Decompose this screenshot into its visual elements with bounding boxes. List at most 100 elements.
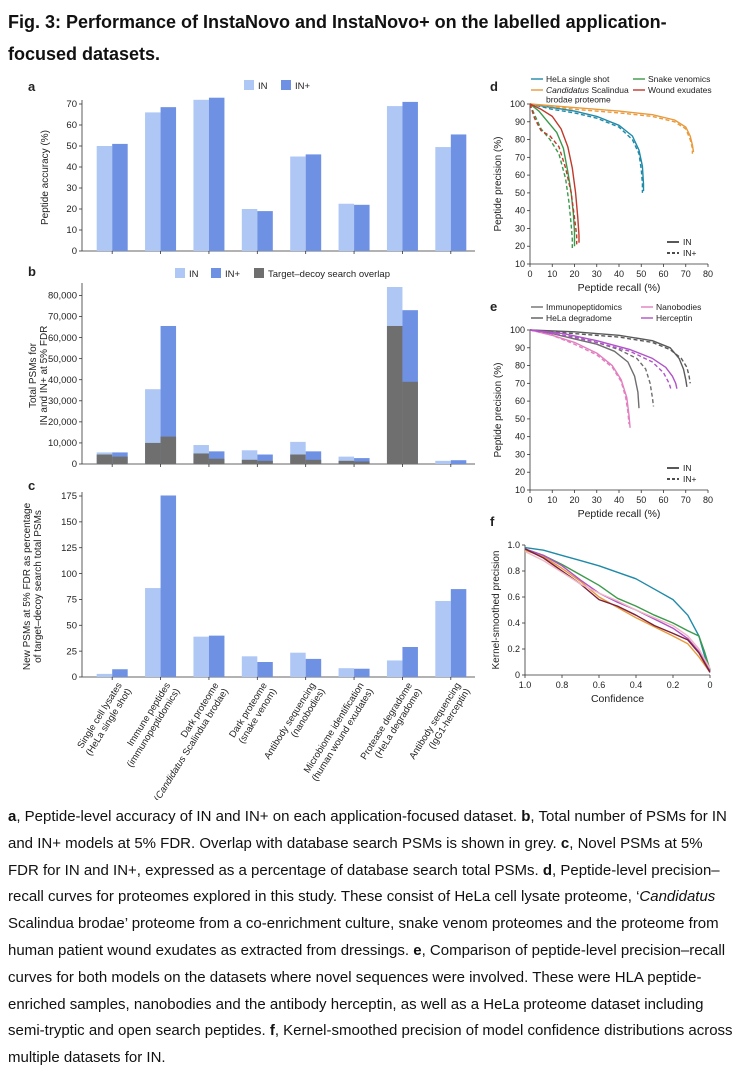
legend-swatch-in-plus bbox=[211, 268, 221, 278]
y-tick-label: 50 bbox=[66, 141, 77, 152]
bar-a-in-plus bbox=[112, 143, 128, 251]
bar-a-in bbox=[145, 112, 161, 252]
y-tick-label: 20,000 bbox=[48, 417, 77, 428]
y-tick-label: 0.8 bbox=[507, 566, 520, 576]
bar-b-in bbox=[338, 456, 355, 464]
bar-b-overlap bbox=[338, 460, 355, 464]
curve-d-snake-venomics bbox=[529, 103, 576, 247]
legend-swatch-overlap bbox=[254, 268, 264, 278]
curve-e-immunopeptidomics-in-plus bbox=[529, 329, 655, 407]
y-tick-label: 30 bbox=[515, 223, 525, 233]
x-tick-label: 20 bbox=[569, 269, 579, 279]
y-tick-label: 0 bbox=[72, 672, 77, 683]
y-tick-label: 10,000 bbox=[48, 438, 77, 449]
legend-label: HeLa degradome bbox=[546, 313, 612, 323]
y-tick-label: 20 bbox=[515, 241, 525, 251]
x-tick-label: 0.6 bbox=[593, 680, 606, 690]
bar-c-in-plus bbox=[257, 662, 273, 677]
y-tick-label: 90 bbox=[515, 117, 525, 127]
y-tick-label: 70 bbox=[66, 99, 77, 110]
curve-f-f-extra2 bbox=[524, 550, 711, 669]
legend-label: IN+ bbox=[225, 269, 241, 280]
x-tick-label: 0 bbox=[707, 680, 712, 690]
bar-b-overlap bbox=[208, 458, 225, 464]
bar-b-in bbox=[435, 460, 451, 464]
y-axis-label: Total PSMs forIN and IN+ at 5% FDR bbox=[28, 326, 50, 426]
bar-c-in-plus bbox=[112, 669, 128, 677]
figure-title: Fig. 3: Performance of InstaNovo and Ins… bbox=[8, 12, 667, 64]
y-tick-label: 60,000 bbox=[48, 333, 77, 344]
caption-text: Candidatus bbox=[639, 888, 716, 906]
bar-a-in-plus bbox=[402, 101, 418, 252]
caption-panel-letter: f bbox=[269, 1022, 275, 1040]
bar-a-in bbox=[193, 99, 209, 251]
x-tick-label: 60 bbox=[658, 269, 668, 279]
x-axis-label: Confidence bbox=[591, 693, 644, 705]
curve-d-candidatus-scalindua-brodae-proteome-in-plus bbox=[529, 103, 694, 154]
figure-caption: a, Peptide-level accuracy of IN and IN+ … bbox=[8, 804, 734, 1072]
y-tick-label: 150 bbox=[61, 517, 77, 528]
y-axis-label: Peptide precision (%) bbox=[493, 362, 504, 457]
x-tick-label: 30 bbox=[592, 495, 602, 505]
y-tick-label: 75 bbox=[66, 595, 77, 606]
bar-c-in bbox=[145, 588, 161, 677]
y-tick-label: 80 bbox=[515, 135, 525, 145]
caption-panel-letter: b bbox=[521, 808, 531, 825]
legend-label: IN bbox=[189, 269, 199, 280]
y-tick-label: 70,000 bbox=[48, 312, 77, 323]
bar-b-in-plus bbox=[354, 458, 370, 464]
y-tick-label: 60 bbox=[515, 170, 525, 180]
y-tick-label: 100 bbox=[61, 569, 77, 580]
x-tick-label: 40 bbox=[614, 495, 624, 505]
y-tick-label: 0 bbox=[72, 459, 77, 470]
curve-e-nanobodies-in-plus bbox=[529, 329, 630, 425]
y-tick-label: 0 bbox=[72, 246, 77, 257]
legend-swatch-in bbox=[175, 268, 185, 278]
category-label-group: Dark proteome(snake venom) bbox=[227, 681, 279, 746]
x-tick-label: 0.8 bbox=[556, 680, 569, 690]
y-tick-label: 10 bbox=[515, 485, 525, 495]
y-tick-label: 175 bbox=[61, 491, 77, 502]
curve-d-hela-single-shot-in-plus bbox=[529, 103, 644, 193]
panel-letter: f bbox=[490, 514, 495, 529]
curve-f-snake bbox=[524, 548, 711, 671]
bar-a-in bbox=[338, 203, 355, 251]
y-tick-label: 20 bbox=[515, 467, 525, 477]
legend-label: Immunopeptidomics bbox=[546, 302, 622, 312]
legend-label: Candidatus Scalindua brodae proteome bbox=[546, 85, 629, 105]
curve-d-wound-exudates bbox=[529, 103, 580, 243]
caption-paragraph: a, Peptide-level accuracy of IN and IN+ … bbox=[8, 804, 734, 1072]
y-tick-label: 10 bbox=[515, 259, 525, 269]
caption-text: , Peptide-level accuracy of IN and IN+ o… bbox=[16, 808, 522, 825]
y-axis-label: Kernel-smoothed precision bbox=[491, 551, 502, 670]
bar-c-in-plus bbox=[160, 495, 177, 677]
panel-letter: c bbox=[28, 478, 35, 493]
bar-a-in bbox=[96, 146, 113, 251]
y-tick-label: 50 bbox=[66, 620, 77, 631]
bar-a-in-plus bbox=[257, 211, 273, 251]
x-axis-label: Peptide recall (%) bbox=[578, 282, 661, 294]
y-tick-label: 10 bbox=[66, 225, 77, 236]
bar-b-overlap bbox=[290, 454, 306, 464]
y-tick-label: 80 bbox=[515, 361, 525, 371]
x-tick-label: 0 bbox=[527, 269, 532, 279]
caption-panel-letter: e bbox=[413, 941, 422, 959]
bar-b-overlap bbox=[112, 456, 128, 464]
bar-a-in bbox=[290, 156, 306, 251]
bar-c-in-plus bbox=[208, 635, 225, 677]
category-label: Dark proteome(snake venom) bbox=[227, 681, 279, 746]
bar-c-in bbox=[96, 673, 113, 677]
legend-swatch-in-plus bbox=[281, 80, 291, 90]
curve-e-herceptin-in-plus bbox=[529, 329, 672, 391]
bar-a-in bbox=[241, 209, 258, 251]
bar-c-in bbox=[241, 656, 258, 677]
x-tick-label: 80 bbox=[703, 495, 713, 505]
bar-c-in-plus bbox=[354, 668, 370, 677]
bar-a-in bbox=[386, 106, 403, 251]
legend-label: IN bbox=[683, 463, 692, 473]
x-tick-label: 1.0 bbox=[519, 680, 532, 690]
y-tick-label: 80,000 bbox=[48, 291, 77, 302]
x-tick-label: 80 bbox=[703, 269, 713, 279]
y-tick-label: 100 bbox=[510, 325, 525, 335]
